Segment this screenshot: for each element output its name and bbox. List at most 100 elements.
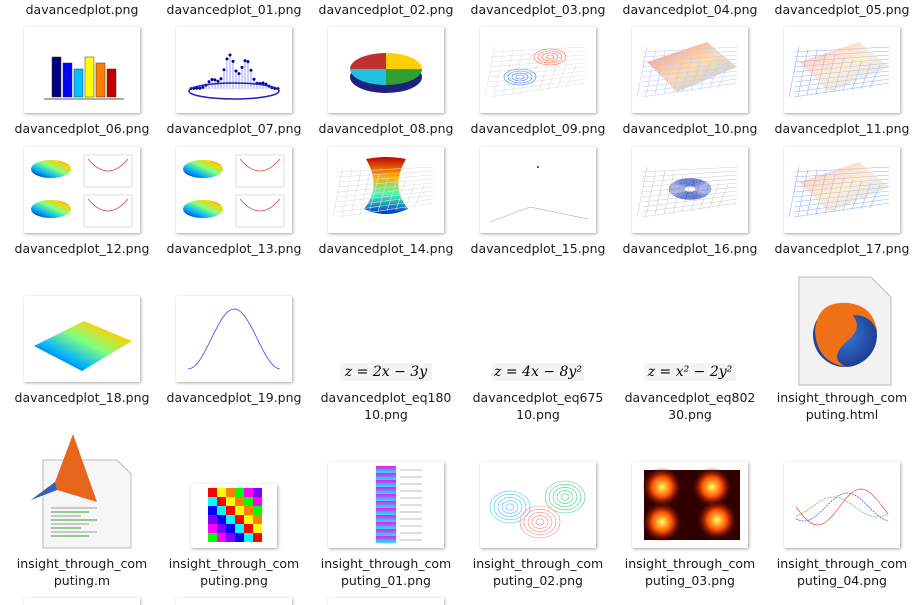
thumb-shape bbox=[375, 486, 397, 495]
thumbnail bbox=[328, 147, 444, 233]
thumb-shape bbox=[337, 202, 434, 218]
thumb-shape bbox=[235, 154, 285, 188]
thumb-shape bbox=[641, 54, 738, 63]
file-label: insight_through_com puting_02.png bbox=[463, 555, 613, 589]
thumb-shape bbox=[672, 174, 684, 214]
thumb-shape bbox=[337, 190, 434, 203]
thumb-shape bbox=[244, 488, 253, 497]
file-label: davancedplot_09.png bbox=[463, 120, 613, 137]
thumb-shape bbox=[545, 54, 555, 60]
thumb-shape bbox=[493, 493, 527, 521]
thumb-shape bbox=[681, 184, 699, 194]
thumb-shape bbox=[95, 62, 106, 98]
file-label: davancedplot_12.png bbox=[7, 240, 157, 257]
file-label: insight_through_com puting.html bbox=[767, 389, 917, 423]
thumb-shape bbox=[683, 185, 697, 193]
thumb-shape bbox=[226, 515, 235, 524]
thumb-shape bbox=[350, 69, 386, 85]
thumb-shape bbox=[208, 533, 217, 542]
thumb-shape bbox=[42, 459, 132, 549]
thumb-shape bbox=[663, 52, 675, 95]
file-name: puting.html bbox=[805, 407, 879, 422]
thumbnail bbox=[784, 147, 900, 233]
thumb-shape bbox=[548, 483, 582, 511]
thumb-shape bbox=[359, 172, 371, 215]
file-name: puting_02.png bbox=[492, 573, 583, 588]
thumb-shape bbox=[375, 528, 397, 537]
thumb-shape bbox=[679, 183, 701, 195]
thumb-shape bbox=[253, 488, 262, 497]
thumb-shape bbox=[51, 56, 62, 98]
thumb-shape bbox=[210, 77, 214, 81]
thumb-shape bbox=[243, 59, 247, 63]
thumbnail bbox=[784, 27, 900, 113]
thumb-shape bbox=[337, 182, 434, 193]
thumb-shape bbox=[717, 64, 729, 89]
thumb-shape bbox=[669, 178, 711, 200]
file-name: davancedplot_03.png bbox=[470, 2, 606, 17]
thumb-shape bbox=[226, 497, 235, 506]
thumb-shape bbox=[237, 72, 241, 76]
thumbnail bbox=[328, 27, 444, 113]
thumb-shape bbox=[337, 174, 434, 183]
thumb-shape bbox=[493, 48, 505, 97]
thumbnail bbox=[798, 276, 892, 386]
file-label: insight_through_com puting_03.png bbox=[615, 555, 765, 589]
file-name: davancedplot_16.png bbox=[622, 241, 758, 256]
thumb-shape bbox=[675, 181, 705, 197]
thumb-shape bbox=[795, 492, 889, 522]
file-name: davancedplot_06.png bbox=[14, 121, 150, 136]
thumb-shape bbox=[350, 170, 362, 216]
thumb-shape bbox=[217, 497, 226, 506]
thumb-shape bbox=[641, 202, 738, 218]
thumb-shape bbox=[556, 62, 568, 90]
thumb-shape bbox=[188, 82, 280, 100]
file-name: davancedplot_17.png bbox=[774, 241, 910, 256]
thumb-shape bbox=[537, 166, 539, 168]
file-name: davancedplot_eq180 bbox=[320, 390, 452, 405]
thumb-shape bbox=[641, 82, 738, 98]
thumb-shape bbox=[668, 178, 712, 200]
thumbnail bbox=[328, 598, 444, 605]
thumbnail bbox=[24, 27, 140, 113]
file-name: insight_through_com bbox=[472, 556, 604, 571]
thumb-shape bbox=[183, 200, 223, 218]
thumb-shape bbox=[217, 524, 226, 533]
thumb-shape bbox=[793, 202, 890, 218]
file-label: davancedplot_eq802 30.png bbox=[615, 389, 765, 423]
thumb-shape bbox=[511, 72, 529, 82]
thumb-shape bbox=[234, 69, 238, 73]
file-name: davancedplot_09.png bbox=[470, 121, 606, 136]
thumbnail bbox=[24, 147, 140, 233]
thumb-shape bbox=[208, 515, 217, 524]
thumb-shape bbox=[87, 198, 129, 212]
file-name: insight_through_com bbox=[776, 390, 908, 405]
thumb-shape bbox=[641, 166, 738, 173]
thumb-shape bbox=[489, 70, 586, 83]
thumb-shape bbox=[537, 50, 563, 64]
file-label: davancedplot_11.png bbox=[767, 120, 917, 137]
file-name: davancedplot_14.png bbox=[318, 241, 454, 256]
thumb-shape bbox=[502, 50, 514, 96]
thumb-shape bbox=[253, 515, 262, 524]
thumb-shape bbox=[641, 46, 738, 53]
thumb-shape bbox=[235, 488, 244, 497]
thumb-shape bbox=[663, 172, 675, 215]
file-label: davancedplot_15.png bbox=[463, 240, 613, 257]
file-name: 10.png bbox=[516, 407, 560, 422]
file-name: davancedplot_08.png bbox=[318, 121, 454, 136]
file-label: davancedplot_02.png bbox=[311, 1, 461, 18]
thumb-shape bbox=[489, 490, 531, 524]
thumb-shape bbox=[244, 515, 253, 524]
thumb-shape bbox=[73, 68, 84, 98]
thumb-shape bbox=[489, 50, 586, 58]
thumbnail bbox=[480, 462, 596, 548]
file-name: insight_through_com bbox=[168, 556, 300, 571]
thumbnail bbox=[632, 147, 748, 233]
file-name: davancedplot_02.png bbox=[318, 2, 454, 17]
file-label: davancedplot_01.png bbox=[159, 1, 309, 18]
thumb-shape bbox=[235, 524, 244, 533]
thumb-shape bbox=[235, 194, 285, 228]
thumb-shape bbox=[83, 154, 133, 188]
thumb-shape bbox=[187, 308, 281, 370]
